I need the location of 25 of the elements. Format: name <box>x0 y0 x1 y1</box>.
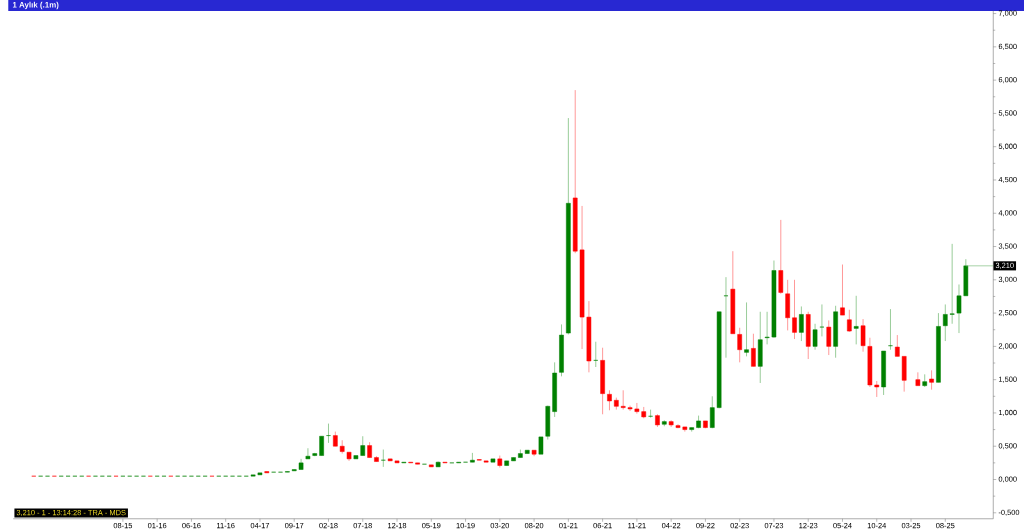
candlestick <box>737 327 742 363</box>
candlestick <box>381 449 386 468</box>
candlestick <box>305 447 311 460</box>
candlestick <box>819 304 825 337</box>
candlestick <box>888 308 893 351</box>
candlestick <box>326 423 331 444</box>
candlestick <box>812 323 818 351</box>
candlestick <box>785 279 790 332</box>
candlestick <box>853 295 859 345</box>
candlestick <box>723 276 729 359</box>
candlestick <box>860 318 866 353</box>
candlestick <box>778 219 784 295</box>
candlestick <box>648 409 653 419</box>
candlestick <box>751 333 756 367</box>
candlestick <box>319 435 324 457</box>
candlestick <box>799 306 804 342</box>
candlestick <box>607 390 612 411</box>
candlestick <box>792 279 797 340</box>
candlestick <box>826 320 832 356</box>
candlestick <box>744 302 749 357</box>
candlestick <box>915 372 921 387</box>
candlestick <box>929 370 934 391</box>
candlestick <box>847 309 852 333</box>
candlestick <box>840 264 845 316</box>
candlestick <box>593 341 599 368</box>
